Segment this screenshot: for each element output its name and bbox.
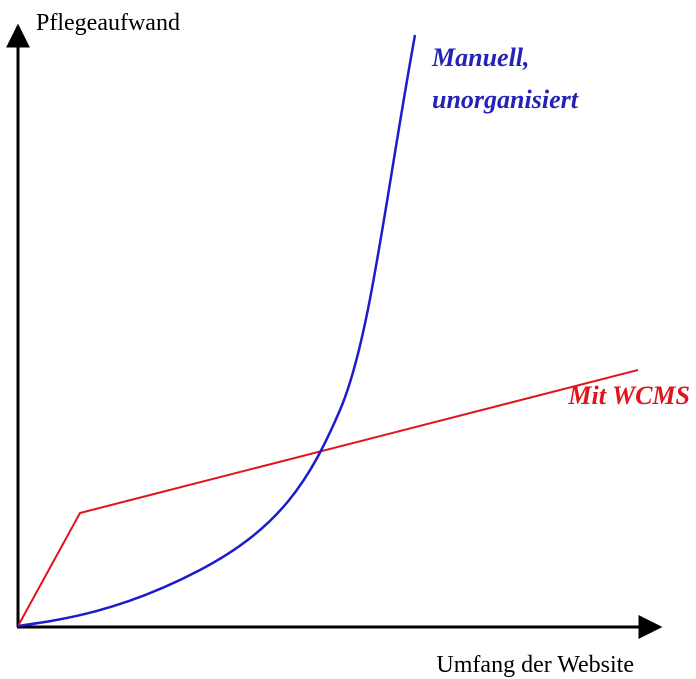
x-axis-label: Umfang der Website <box>436 652 634 678</box>
wcms-curve <box>17 369 639 627</box>
curve-label: unorganisiert <box>432 85 579 114</box>
curve-label: Manuell, <box>431 43 530 72</box>
curve-label: Mit WCMS <box>567 381 690 410</box>
y-axis-label: Pflegeaufwand <box>36 10 180 36</box>
manual-curve <box>17 34 417 628</box>
